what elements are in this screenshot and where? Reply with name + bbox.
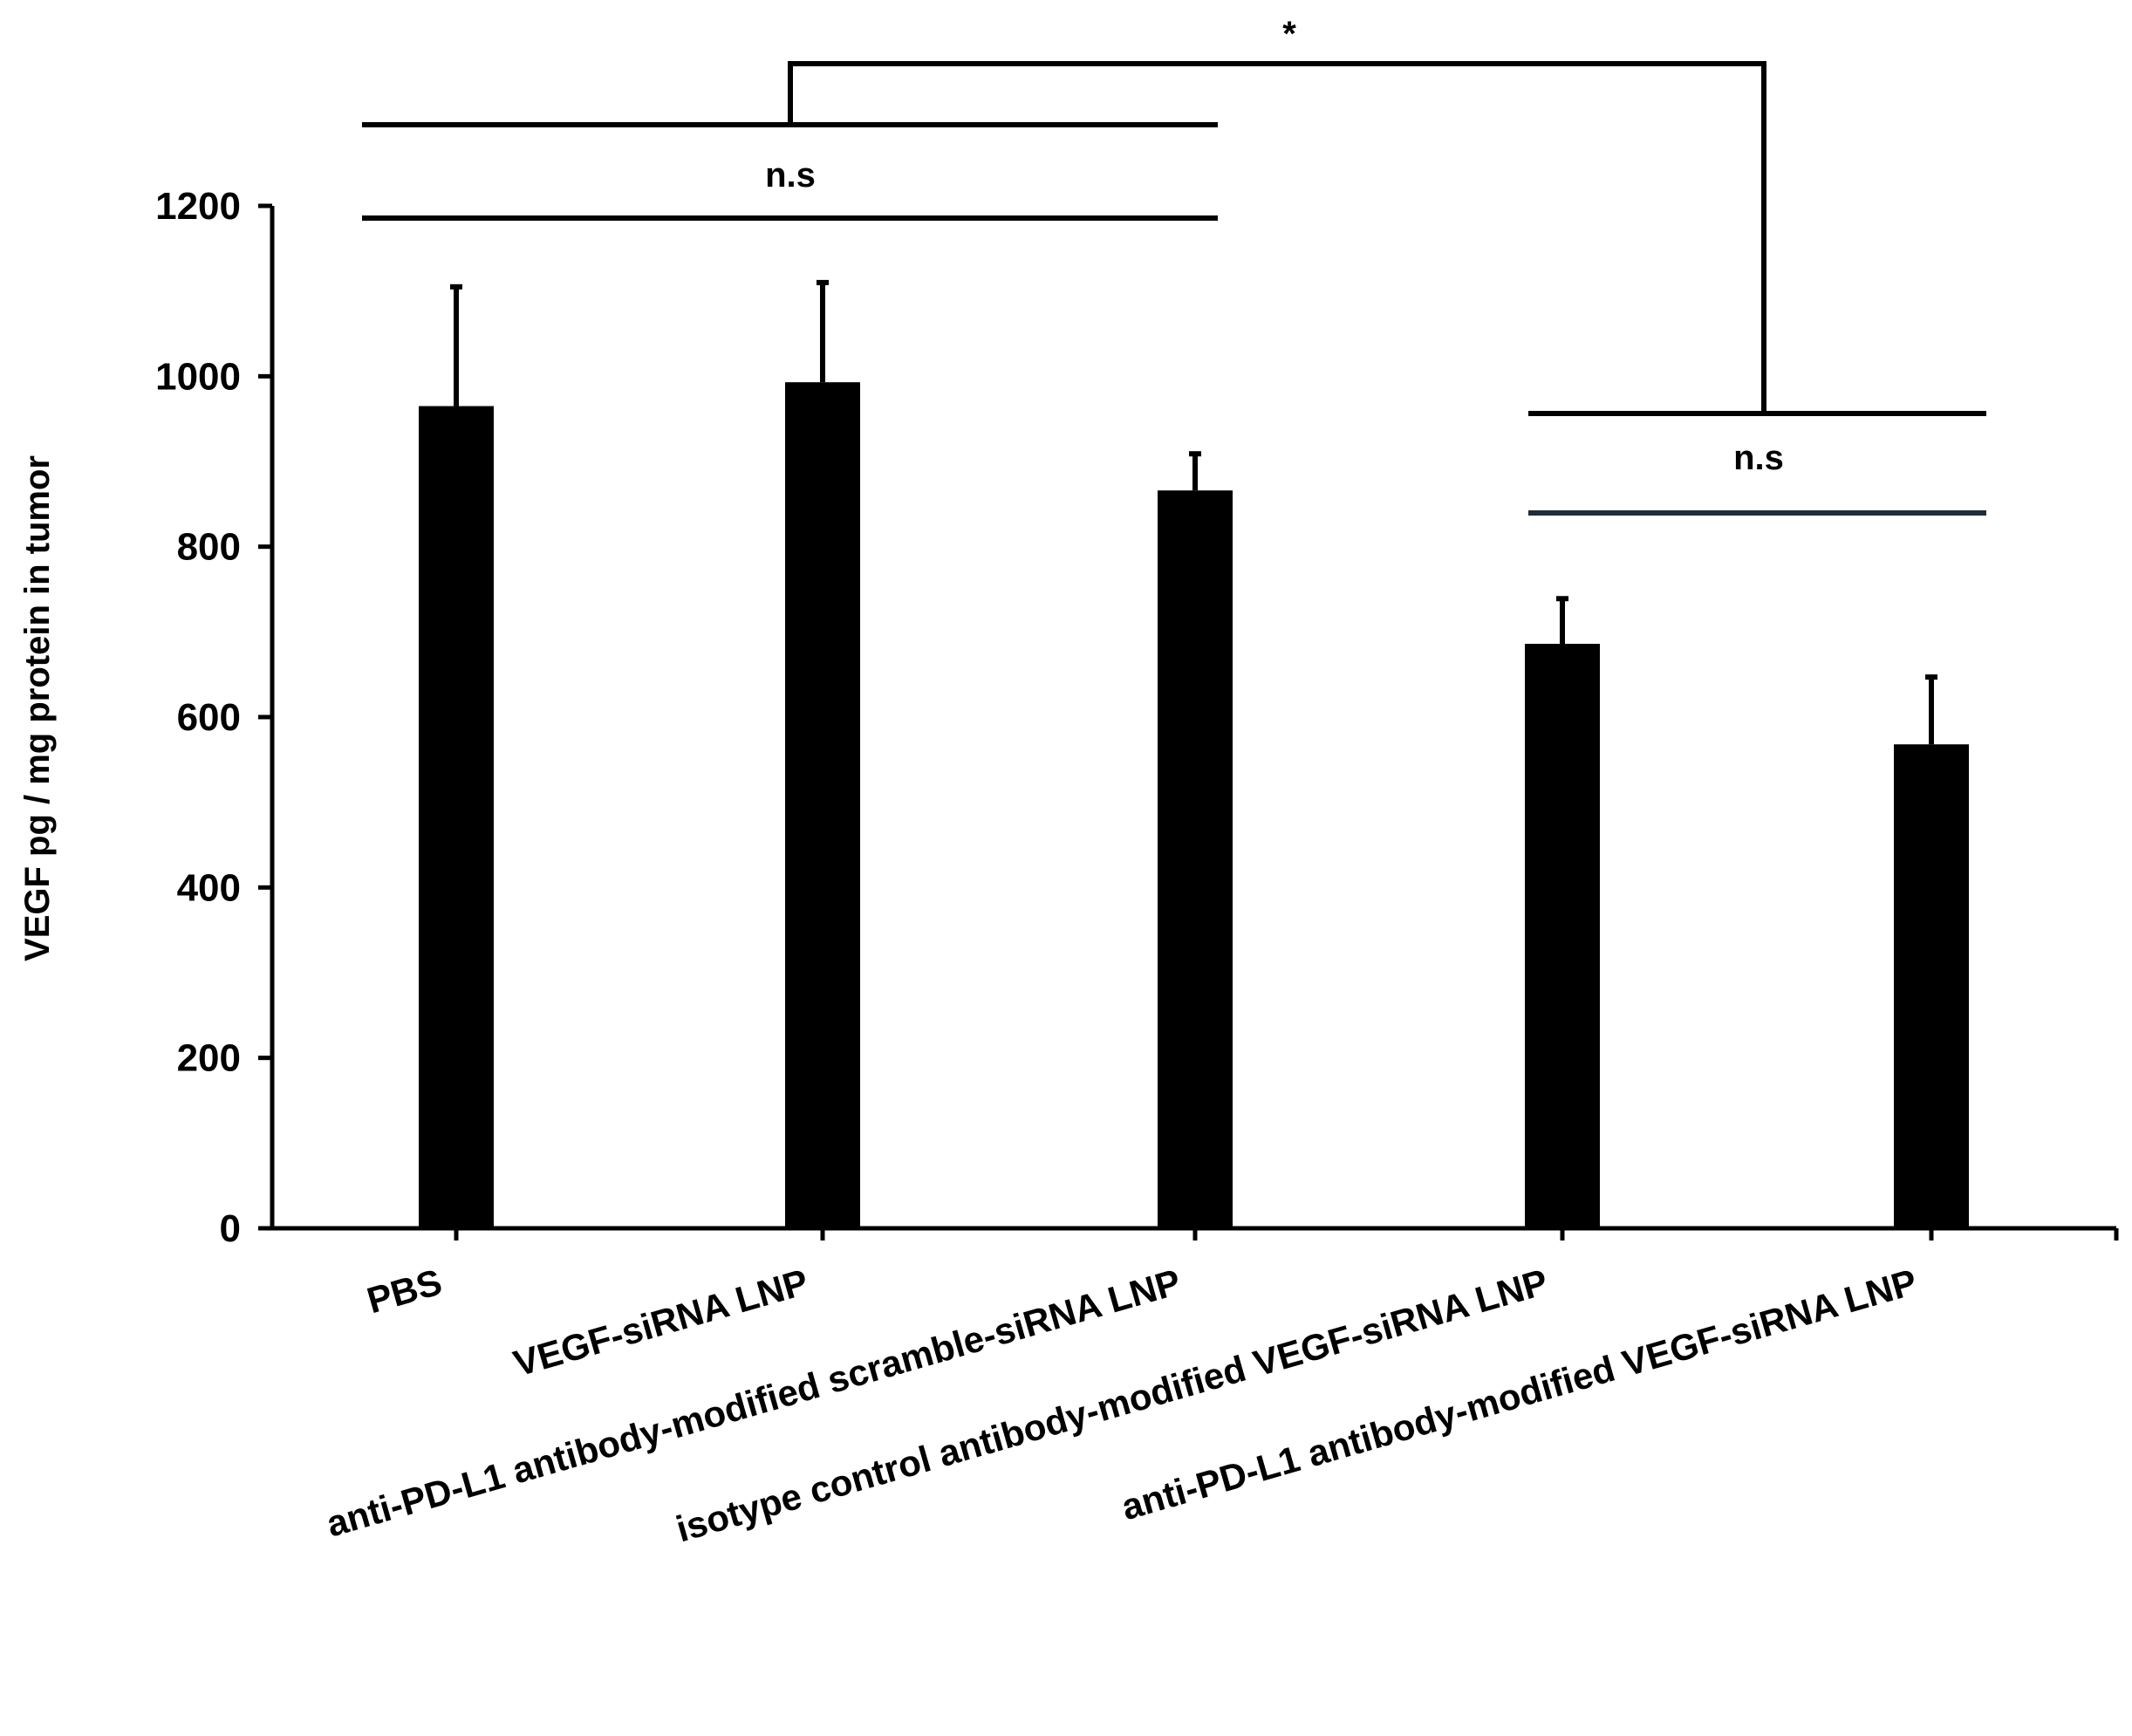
y-axis-label: VEGF pg / mg protein in tumor (18, 455, 57, 961)
y-tick-label: 800 (177, 526, 241, 569)
bar (785, 382, 860, 1228)
significance-star: * (1282, 15, 1296, 53)
bars (419, 382, 1969, 1228)
ns-label-group2: n.s (1733, 439, 1784, 477)
y-tick-label: 0 (220, 1207, 241, 1250)
y-tick-label: 1000 (155, 355, 241, 398)
ns-label-group1: n.s (765, 156, 816, 195)
y-tick-labels: 0 200 400 600 800 1000 1200 (155, 185, 241, 1250)
axes (258, 203, 2119, 1240)
annotations: n.s n.s * (362, 15, 1986, 516)
bar (419, 406, 494, 1228)
x-tick-label: VEGF-siRNA LNP (509, 1261, 813, 1384)
y-tick-label: 1200 (155, 185, 241, 228)
bar (1158, 490, 1233, 1228)
x-tick-label: PBS (363, 1261, 447, 1321)
y-tick-label: 600 (177, 696, 241, 739)
error-bars (450, 279, 1937, 745)
bar (1894, 744, 1969, 1228)
y-tick-label: 200 (177, 1037, 241, 1080)
y-tick-label: 400 (177, 866, 241, 909)
bar (1525, 644, 1600, 1228)
